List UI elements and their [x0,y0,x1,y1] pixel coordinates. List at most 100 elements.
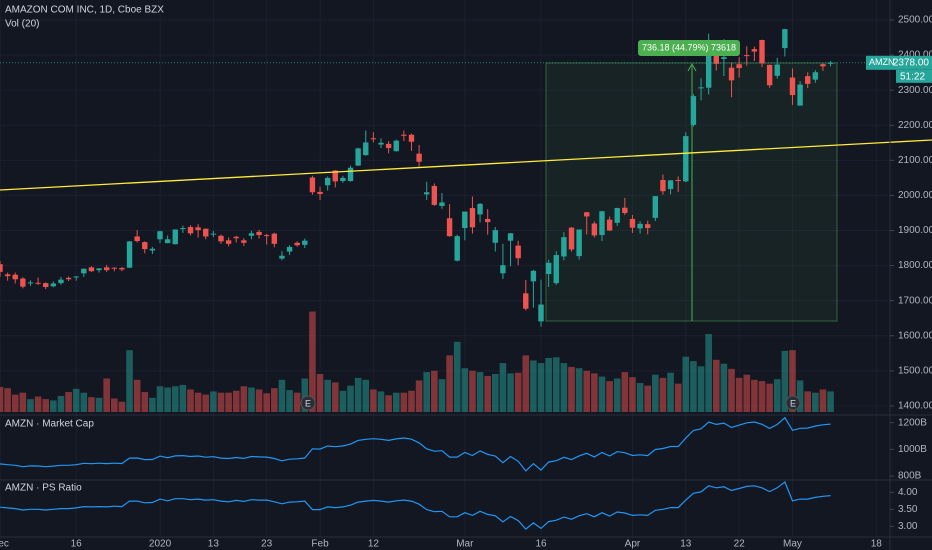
volume-bar [667,372,674,412]
volume-bar [522,355,530,412]
volume-bar [781,350,789,412]
volume-bar [621,372,629,412]
candle-body [180,228,186,230]
volume-bar [19,392,27,412]
candle-body [58,279,64,284]
candle-body [561,237,567,257]
candle-body [667,180,674,190]
volume-bar [819,389,827,412]
candle-body [538,304,544,322]
x-tick-label: 23 [261,539,273,550]
candle-body [446,218,453,237]
x-tick-label: 13 [208,539,220,550]
volume-bar [583,370,591,412]
volume-bar [682,356,690,412]
candle-body [469,208,476,228]
candle-body [233,236,239,239]
x-tick-label: 18 [871,539,883,550]
volume-bar [50,400,57,412]
candle-body [210,233,217,235]
candle-body [789,77,796,96]
candle-body [332,170,338,182]
candle-body [599,211,605,236]
volume-bar [57,395,65,412]
candle-body [439,202,445,206]
candle-body [606,219,613,231]
candle-body [324,177,331,186]
volume-bar [431,370,438,412]
volume-bar [499,363,507,412]
candle-body [96,268,102,271]
candle-body [683,136,689,182]
indicator-layer [0,62,890,530]
volume-bar [697,366,705,412]
candle-body [35,282,41,284]
volume-bar [804,391,812,412]
y-tick-label: 2100.00 [898,155,932,166]
volume-bar [27,399,34,412]
axes: Dec 16 2020 13 23 Feb 12 Mar 16 Apr 13 22 May 18 2500.… [0,15,932,550]
candle-body [126,241,133,268]
volume-bar [484,375,491,412]
candle-body [637,223,643,229]
volume-bar [4,388,11,412]
volume-bar [659,377,667,412]
volume-bar [743,374,751,412]
volume-bar [202,394,210,412]
candle-body [736,64,742,69]
volume-bar [507,373,514,412]
candle-body [827,62,834,64]
trend-line[interactable] [0,139,932,191]
measure-arrow-head [687,62,697,72]
volume-bar [362,379,370,412]
volume-bar [263,393,270,412]
candle-body [523,293,529,309]
volume-bar [751,379,758,412]
candle-body [393,140,399,152]
indicator-line [0,481,831,530]
volume-bar [111,398,118,412]
earnings-label: E [305,398,311,408]
candle-body [248,233,255,236]
candle-body [805,76,811,84]
candle-body [431,185,438,205]
y-tick-label: 800B [898,471,922,482]
candle-body [652,196,659,218]
earnings-marker[interactable] [785,395,801,411]
candle-body [774,64,780,76]
earnings-marker[interactable] [300,395,316,411]
candle-body [225,240,232,244]
candle-body [347,167,354,182]
volume-bar [492,374,499,412]
candle-body [164,239,171,244]
volume-bar [423,372,431,412]
candle-body [424,192,430,195]
y-tick-label: 2500.00 [898,15,932,26]
volume-bar [812,392,819,412]
candle-body [172,229,178,245]
volume-bar [232,390,240,412]
volume-bar [560,363,568,412]
volume-bar [514,372,522,412]
volume-bar [255,389,263,412]
candle-body [660,179,666,192]
candle-body [43,283,49,287]
volume-bar [271,388,278,412]
volume-bar [720,363,728,412]
candle-body [4,274,11,277]
volume-title: Vol (20) [5,19,39,30]
candle-body [530,270,537,282]
candle-body [370,138,377,140]
grid [0,0,890,537]
volume-bar [377,391,385,412]
candle-body [622,207,628,213]
volume-bar [0,386,4,412]
candle-layer [0,28,834,327]
candle-body [698,87,704,89]
volume-bar [225,392,232,412]
volume-bar [758,381,766,412]
volume-bar [461,368,469,412]
countdown-tag [896,69,932,83]
volume-bar [530,360,537,412]
candle-body [317,191,323,195]
